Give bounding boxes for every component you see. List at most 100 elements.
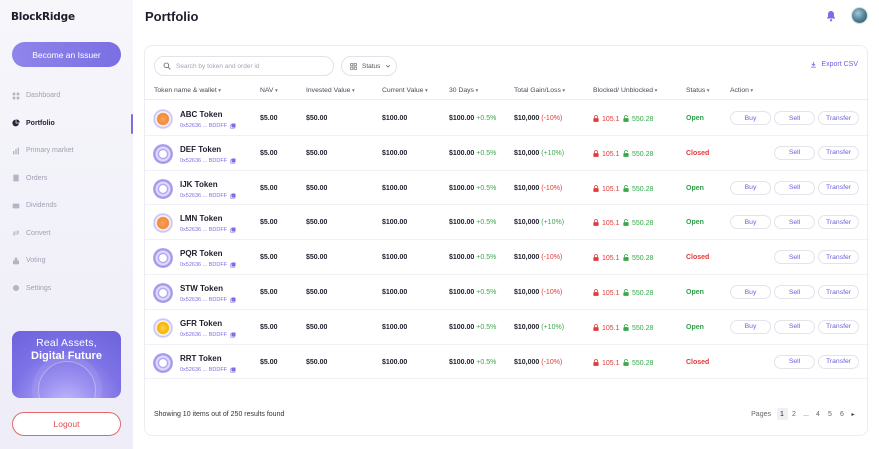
token-logo-icon [153,248,173,269]
column-header[interactable]: Token name & wallet [154,87,221,94]
wallet-address[interactable]: 0x52636 ... BDDFF [180,227,236,233]
export-csv-link[interactable]: Export CSV [810,61,858,68]
nav-value: $5.00 [260,254,278,262]
search-input[interactable] [176,62,326,70]
page-button-4[interactable]: 4 [816,410,820,418]
copy-icon[interactable] [230,262,236,268]
wallet-address[interactable]: 0x52636 ... BDDFF [180,367,236,373]
transfer-button[interactable]: Transfer [818,319,859,334]
token-name[interactable]: LMN Token [180,214,223,224]
copy-icon[interactable] [230,158,236,164]
unblocked-amount: 550.28 [623,289,653,298]
token-name[interactable]: ABC Token [180,110,223,119]
sell-button[interactable]: Sell [774,111,815,125]
token-name[interactable]: PQR Token [180,249,223,259]
transfer-button[interactable]: Transfer [818,285,859,299]
sell-button[interactable]: Sell [774,354,815,369]
wallet-address[interactable]: 0x52636 ... BDDFF [180,332,236,338]
wallet-address[interactable]: 0x52636 ... BDDFF [180,193,236,199]
blocked-amount: 105.1 [593,289,620,298]
page-button-1[interactable]: 1 [776,408,788,420]
status-filter-dropdown[interactable]: Status [341,56,397,76]
wallet-address[interactable]: 0x52636 ... BDDFF [180,158,236,164]
sidebar-item-dividends[interactable]: Dividends [0,192,133,220]
token-name[interactable]: GFR Token [180,318,223,328]
column-header[interactable]: NAV [260,87,278,94]
convert-icon [12,229,20,237]
app-logo[interactable]: BlockRidge [11,11,75,23]
column-header[interactable]: Invested Value [306,87,355,94]
thirty-day-change: +0.5% [476,149,497,157]
copy-icon[interactable] [230,193,236,199]
invested-value: $50.00 [306,358,328,366]
copy-icon[interactable] [230,367,236,373]
column-header[interactable]: Action [730,87,753,94]
blocked-amount: 105.1 [593,149,620,159]
sidebar-item-portfolio[interactable]: Portfolio [0,110,133,138]
thirty-day-value: $100.00 +0.5% [449,115,496,122]
next-page-icon[interactable]: ▸ [851,411,855,418]
gain-value: $10,000 [514,323,540,331]
token-name[interactable]: RRT Token [180,353,222,363]
bell-icon[interactable] [825,10,837,22]
chevron-down-icon [386,64,391,68]
copy-icon[interactable] [230,332,236,338]
sell-button[interactable]: Sell [774,319,815,334]
transfer-button[interactable]: Transfer [818,145,859,160]
wallet-address[interactable]: 0x52636 ... BDDFF [180,297,236,303]
transfer-button[interactable]: Transfer [818,180,859,195]
token-name[interactable]: IJK Token [180,179,218,189]
export-csv-label: Export CSV [821,61,858,68]
copy-icon[interactable] [230,123,236,129]
transfer-button[interactable]: Transfer [818,250,859,265]
sidebar-item-convert[interactable]: Convert [0,220,133,248]
sell-button[interactable]: Sell [774,250,815,265]
become-issuer-button[interactable]: Become an Issuer [12,42,121,67]
wallet-address[interactable]: 0x52636 ... BDDFF [180,262,236,268]
copy-icon[interactable] [230,227,236,234]
user-avatar[interactable] [851,7,868,24]
sell-button[interactable]: Sell [774,180,815,195]
page-button-5[interactable]: 5 [828,410,832,418]
total-gain-loss: $10,000 (-10%) [514,185,562,192]
logout-button[interactable]: Logout [12,412,121,436]
column-header[interactable]: Status [686,87,710,94]
page-button-2[interactable]: 2 [792,410,796,418]
wallet-address-text: 0x52636 ... BDDFF [180,227,228,234]
sidebar-item-voting[interactable]: Voting [0,247,133,275]
search-box[interactable] [154,56,334,76]
sell-button[interactable]: Sell [774,285,815,299]
sell-button[interactable]: Sell [774,215,815,230]
invested-value: $50.00 [306,254,328,262]
sidebar-item-settings[interactable]: Settings [0,275,133,303]
buy-button[interactable]: Buy [730,180,771,195]
transfer-button[interactable]: Transfer [818,354,859,369]
table-row: RRT Token 0x52636 ... BDDFF $5.00 $50.00 $10… [145,345,869,380]
transfer-button[interactable]: Transfer [818,215,859,230]
unlock-icon [623,184,629,194]
transfer-button[interactable]: Transfer [818,111,859,125]
pages-label: Pages [751,410,771,418]
wallet-address[interactable]: 0x52636 ... BDDFF [180,123,236,129]
buy-button[interactable]: Buy [730,111,771,125]
buy-button[interactable]: Buy [730,285,771,299]
column-header[interactable]: Blocked/ Unblocked [593,87,657,94]
thirty-day-change: +0.5% [476,358,497,366]
sidebar-item-orders[interactable]: Orders [0,165,133,193]
blocked-value: 105.1 [602,255,620,263]
copy-icon[interactable] [230,297,236,303]
sidebar-item-dashboard[interactable]: Dashboard [0,82,133,110]
nav-value: $5.00 [260,323,278,331]
column-header[interactable]: Current Value [382,87,428,94]
column-header[interactable]: Total Gain/Loss [514,87,565,94]
token-name[interactable]: DEF Token [180,144,222,154]
gain-value: $10,000 [514,184,540,192]
column-header[interactable]: 30 Days [449,87,478,94]
sell-button[interactable]: Sell [774,145,815,160]
token-name[interactable]: STW Token [180,284,223,293]
status-badge: Open [686,184,704,192]
buy-button[interactable]: Buy [730,319,771,334]
page-button-6[interactable]: 6 [840,410,844,418]
sidebar-item-primary-market[interactable]: Primary market [0,137,133,165]
buy-button[interactable]: Buy [730,215,771,230]
